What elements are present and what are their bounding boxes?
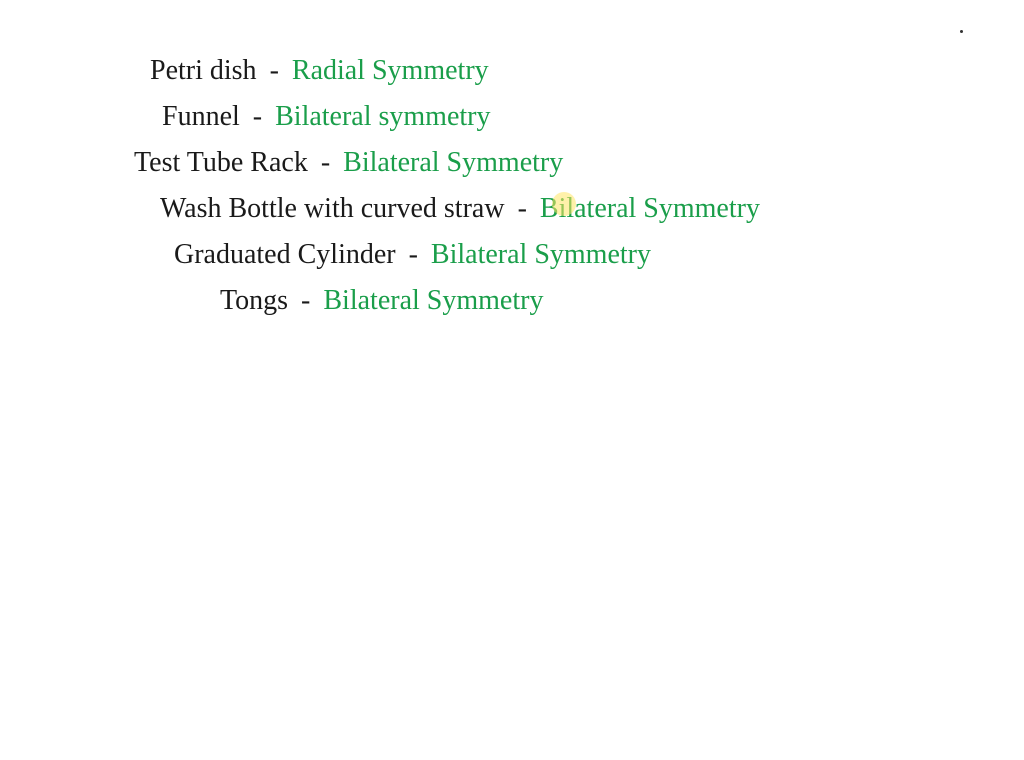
dash: -	[409, 239, 418, 270]
item-label: Petri dish	[150, 55, 257, 86]
dash: -	[253, 101, 262, 132]
handwritten-list: Petri dish - Radial Symmetry Funnel - Bi…	[150, 50, 1000, 326]
answer-label: Bilateral symmetry	[275, 101, 490, 132]
dash: -	[301, 285, 310, 316]
answer-label: Bilateral Symmetry	[540, 193, 760, 224]
list-line-5: Graduated Cylinder - Bilateral Symmetry	[174, 234, 1000, 276]
item-label: Tongs	[220, 285, 288, 316]
dash: -	[321, 147, 330, 178]
item-label: Test Tube Rack	[134, 147, 308, 178]
list-line-1: Petri dish - Radial Symmetry	[150, 50, 1000, 92]
dash: -	[270, 55, 279, 86]
item-label: Wash Bottle with curved straw	[160, 193, 505, 224]
answer-label: Radial Symmetry	[292, 55, 489, 86]
dash: -	[518, 193, 527, 224]
list-line-2: Funnel - Bilateral symmetry	[162, 96, 1000, 138]
list-line-3: Test Tube Rack - Bilateral Symmetry	[134, 142, 1000, 184]
answer-label: Bilateral Symmetry	[323, 285, 543, 316]
list-line-6: Tongs - Bilateral Symmetry	[220, 280, 1000, 322]
item-label: Funnel	[162, 101, 240, 132]
stray-dot-icon	[960, 30, 963, 33]
list-line-4: Wash Bottle with curved straw - Bilatera…	[160, 188, 1000, 230]
item-label: Graduated Cylinder	[174, 239, 396, 270]
answer-label: Bilateral Symmetry	[431, 239, 651, 270]
answer-label: Bilateral Symmetry	[343, 147, 563, 178]
